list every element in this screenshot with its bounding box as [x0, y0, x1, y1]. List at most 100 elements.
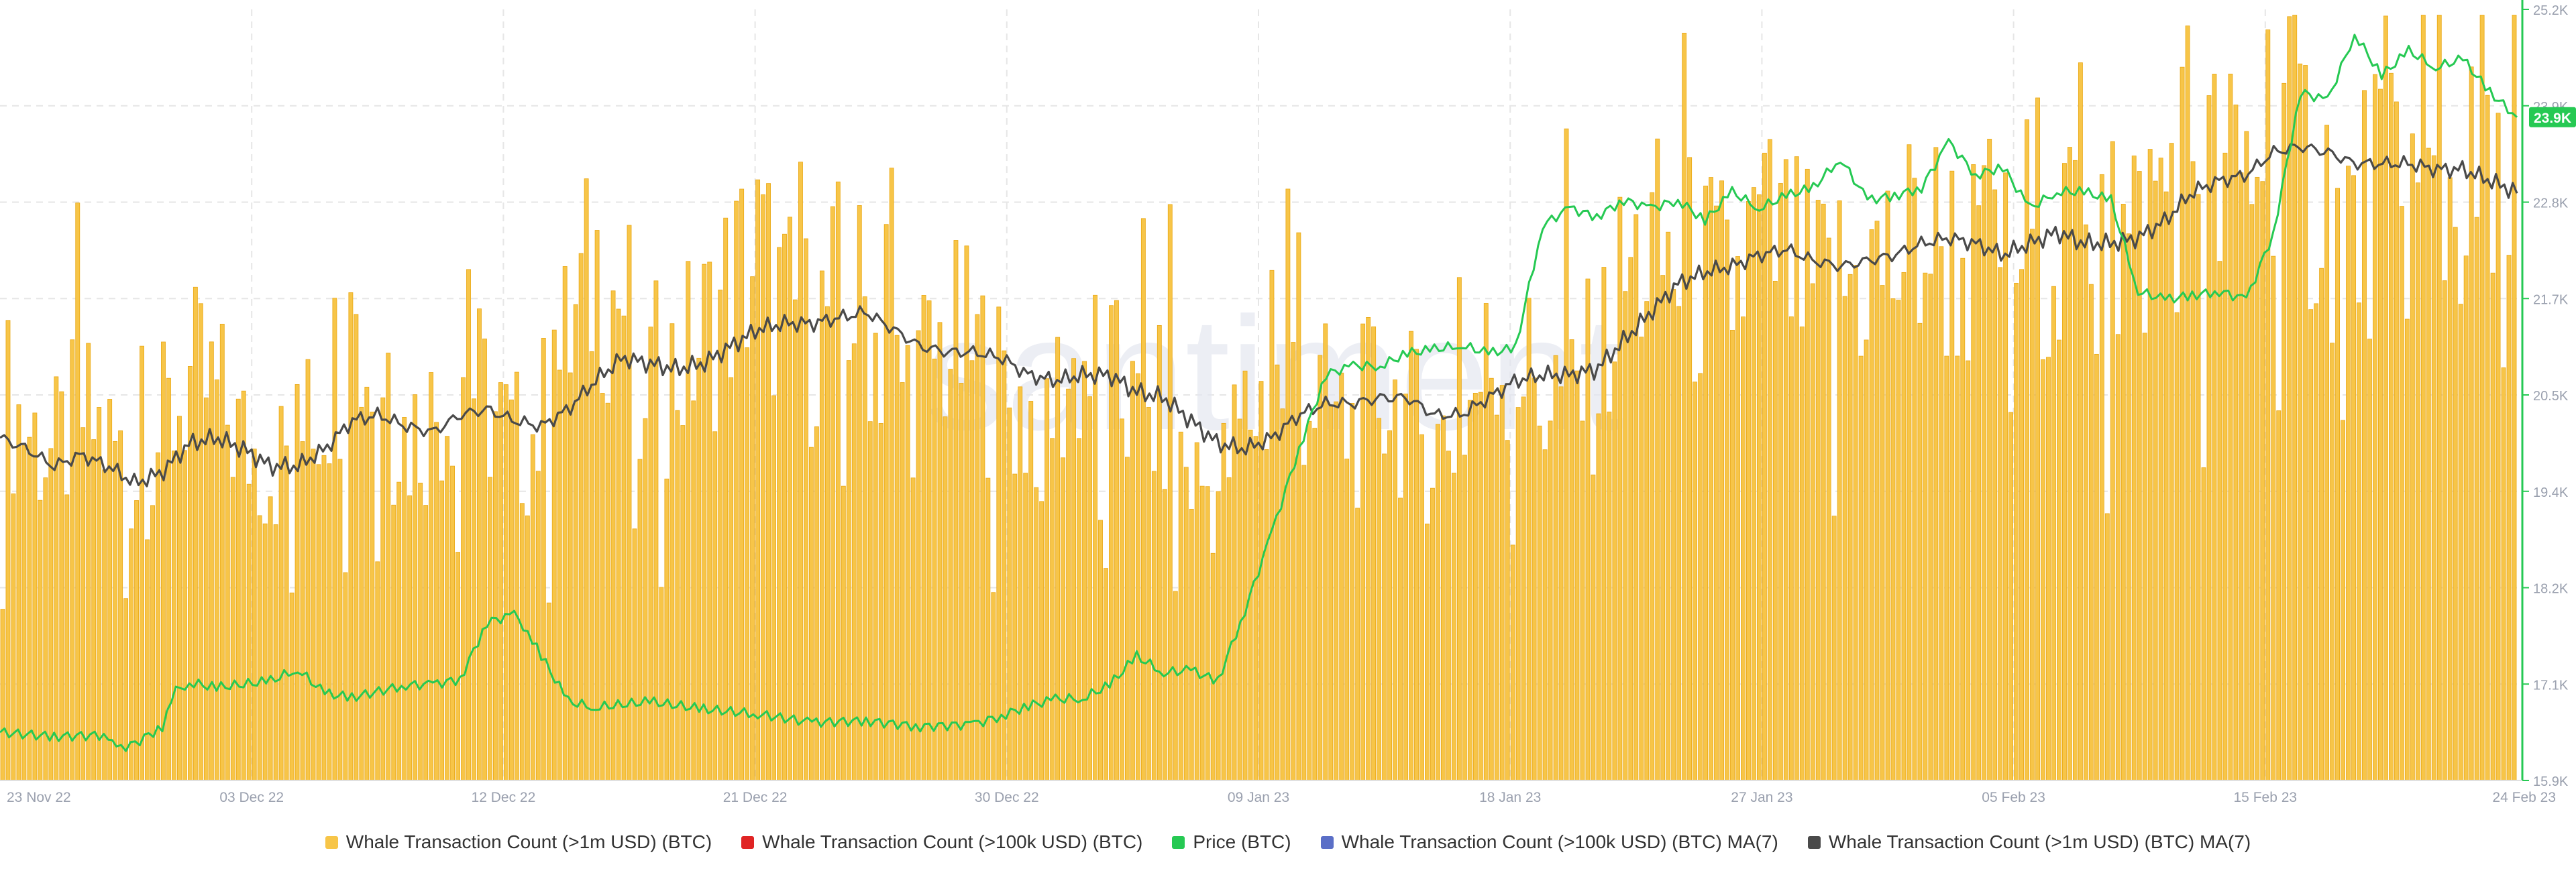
whale-1m-bar [905, 345, 910, 781]
whale-1m-bar [38, 500, 43, 781]
whale-1m-bar [2362, 90, 2367, 781]
whale-1m-bar [2030, 229, 2035, 781]
whale-1m-bar [514, 371, 519, 781]
x-tick-label: 12 Dec 22 [472, 790, 536, 805]
whale-1m-bar [300, 441, 305, 781]
whale-1m-bar [492, 411, 498, 781]
whale-1m-bar [686, 261, 691, 781]
whale-1m-bar [1794, 156, 1799, 781]
whale-1m-bar [209, 341, 214, 781]
whale-1m-bar [450, 465, 455, 781]
whale-1m-bar [1221, 422, 1226, 781]
legend-item[interactable]: Whale Transaction Count (>1m USD) (BTC) … [1807, 831, 2251, 853]
x-tick-label: 09 Jan 23 [1228, 790, 1289, 805]
whale-1m-bar [1998, 267, 2003, 781]
whale-1m-bar [1339, 372, 1344, 781]
legend-item[interactable]: Price (BTC) [1172, 831, 1291, 853]
whale-1m-bar [0, 609, 5, 781]
whale-1m-bar [1869, 229, 1874, 781]
whale-1m-bar [729, 377, 734, 781]
whale-1m-bar [477, 308, 482, 781]
whale-1m-bar [1012, 473, 1018, 781]
whale-1m-bar [2249, 204, 2255, 781]
whale-1m-bar [1515, 407, 1521, 781]
legend-swatch [1807, 835, 1821, 849]
whale-1m-bar [1242, 370, 1248, 781]
whale-1m-bar [16, 404, 21, 781]
whale-1m-bar [1783, 159, 1788, 781]
whale-1m-bar [551, 329, 557, 781]
whale-1m-bar [2099, 174, 2104, 781]
whale-1m-bar [2410, 133, 2415, 781]
whale-1m-bar [889, 168, 894, 781]
whale-1m-bar [75, 202, 80, 781]
whale-1m-bar [97, 407, 102, 781]
whale-1m-bar [1858, 355, 1864, 781]
whale-1m-bar [1114, 300, 1119, 781]
whale-1m-bar [883, 224, 889, 781]
whale-1m-bar [311, 449, 316, 781]
whale-1m-bar [2351, 175, 2356, 781]
whale-1m-bar [1360, 323, 1366, 781]
whale-1m-bar [273, 524, 278, 781]
whale-1m-bar [2062, 163, 2067, 781]
whale-1m-bar [1831, 516, 1837, 781]
whale-1m-bar [354, 314, 359, 781]
whale-1m-bar [851, 343, 857, 781]
whale-1m-bar [1660, 275, 1666, 781]
whale-1m-bar [1880, 285, 1885, 781]
legend-label: Whale Transaction Count (>1m USD) (BTC) … [1828, 831, 2251, 852]
whale-1m-bar [1639, 337, 1644, 781]
whale-1m-bar [1355, 508, 1360, 781]
legend-item[interactable]: Whale Transaction Count (>1m USD) (BTC) [325, 831, 712, 853]
whale-1m-bar [1023, 473, 1028, 781]
whale-1m-bar [2051, 286, 2056, 781]
whale-1m-bar [1494, 414, 1499, 781]
whale-1m-bar [1307, 420, 1312, 781]
whale-1m-bar [472, 398, 476, 781]
whale-1m-bar [2458, 304, 2463, 781]
whale-1m-bar [632, 528, 637, 781]
whale-1m-bar [525, 515, 530, 781]
whale-1m-bar [878, 423, 883, 781]
whale-1m-bar [953, 240, 959, 781]
whale-1m-bar [824, 306, 830, 781]
whale-1m-bar [1093, 294, 1097, 781]
legend-label: Whale Transaction Count (>100k USD) (BTC… [762, 831, 1143, 852]
whale-1m-bar [1350, 403, 1355, 781]
whale-1m-bar [488, 477, 492, 781]
whale-1m-bar [257, 515, 262, 781]
whale-1m-bar [2131, 156, 2137, 781]
whale-1m-bar [1280, 408, 1285, 781]
whale-1m-bar [1537, 425, 1542, 781]
whale-1m-bar [1666, 231, 1671, 781]
whale-1m-bar [2008, 412, 2014, 781]
whale-1m-bar [27, 436, 32, 781]
whale-1m-bar [1393, 380, 1397, 781]
legend-swatch [1320, 835, 1334, 849]
whale-1m-bar [268, 496, 273, 781]
whale-1m-bar [1499, 385, 1505, 781]
whale-1m-bar [2019, 269, 2025, 781]
whale-1m-bar [461, 377, 466, 781]
whale-1m-bar [910, 477, 916, 781]
whale-1m-bar [1505, 440, 1510, 781]
whale-1m-bar [1735, 256, 1740, 781]
whale-1m-bar [2341, 420, 2345, 781]
whale-1m-bar [1987, 139, 1992, 781]
x-tick-label: 21 Dec 22 [723, 790, 788, 805]
whale-1m-bar [2153, 180, 2158, 781]
whale-1m-bar [1226, 477, 1232, 781]
whale-1m-bar [2174, 312, 2180, 781]
whale-1m-bar [857, 205, 862, 781]
whale-1m-bar [166, 377, 171, 781]
whale-1m-bar [1451, 473, 1456, 781]
whale-1m-bar [1082, 361, 1087, 781]
whale-1m-bar [1799, 327, 1805, 781]
legend-item[interactable]: Whale Transaction Count (>100k USD) (BTC… [1320, 831, 1778, 853]
whale-1m-bar [1323, 323, 1328, 781]
legend-item[interactable]: Whale Transaction Count (>100k USD) (BTC… [741, 831, 1142, 853]
whale-1m-bar [1907, 144, 1912, 781]
whale-1m-bar [1403, 394, 1408, 781]
